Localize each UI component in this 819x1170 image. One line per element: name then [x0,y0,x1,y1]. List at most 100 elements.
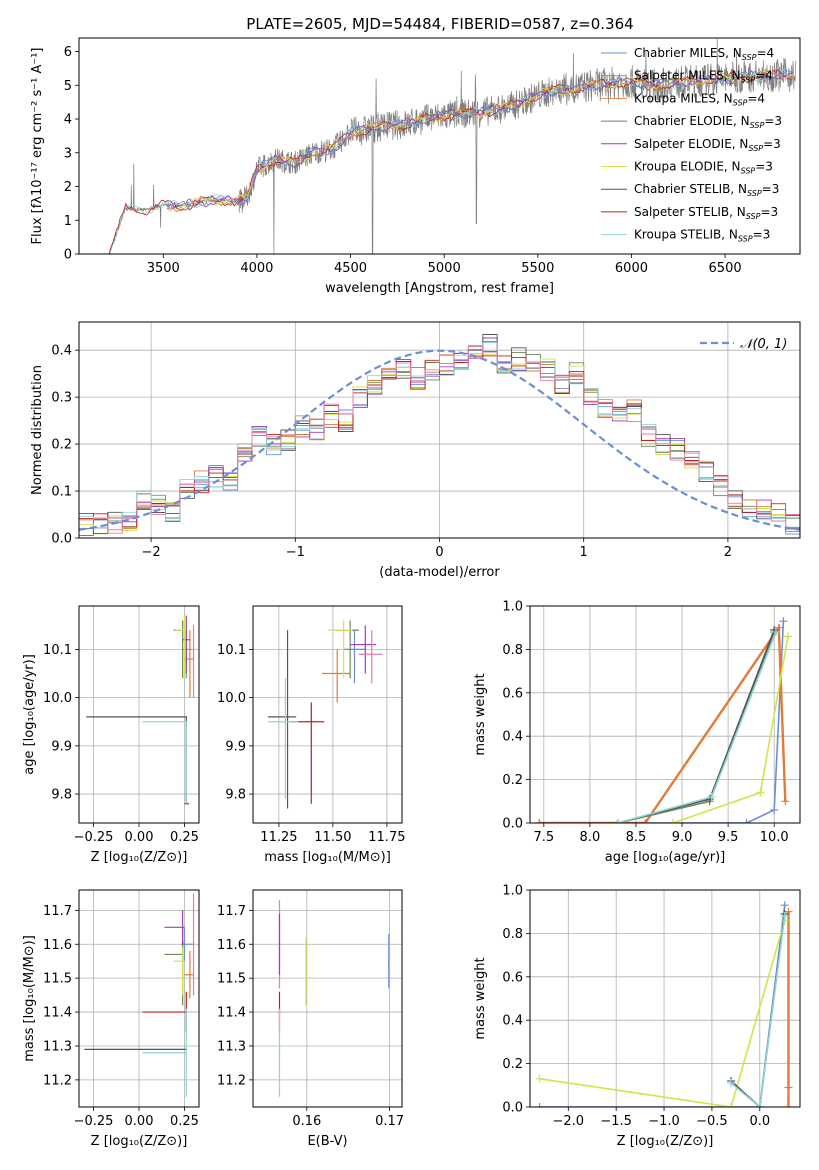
panel-age-vs-mass: 11.25 11.50 11.75 9.8 9.9 10.0 10.1 mass [log₁₀… [217,605,405,865]
x-tick-label: 0.0 [749,1114,770,1129]
legend-sub: SSP [738,235,753,244]
legend-main: Salpeter ELODIE, N [634,137,748,151]
data-point [187,802,189,805]
y-axis-label: mass weight [473,957,488,1039]
weight-marker [668,819,677,823]
weight-marker [774,623,783,632]
x-tick-label: −2.0 [553,1114,585,1129]
spectrum-lines [108,38,797,254]
x-tick-label: 11.75 [368,830,405,845]
y-tick-label: 0.2 [51,438,72,453]
weight-line [730,915,786,1107]
weight-line [539,624,787,823]
error-bars [268,620,383,809]
x-tick-label: 6000 [615,261,648,276]
weight-marker [780,912,789,921]
y-tick-label: 4 [64,113,72,128]
panel-age-vs-Z: −0.25 0.00 0.25 9.8 9.9 10.0 10.1 Z [log₁₀(Z/Z⊙… [22,605,200,865]
legend-main: Kroupa MILES, N [634,91,733,105]
panel-residual-distribution: −2 −1 0 1 2 0.0 0.1 0.2 0.3 0.4 (data-model)/error… [30,321,801,580]
x-tick-label: −1.5 [600,1114,632,1129]
legend-tail: =3 [760,205,778,219]
x-tick-label: 4000 [240,261,273,276]
x-tick-label: 6500 [709,261,742,276]
legend-main: Salpeter STELIB, N [634,205,746,219]
y-axis-label: mass weight [473,673,488,755]
legend-tail: =4 [756,46,774,60]
y-tick-label: 0.4 [502,730,523,745]
y-axis-label: Flux [fλ10⁻¹⁷ erg cm⁻² s⁻¹ A⁻¹] [30,48,45,245]
data-point [305,970,307,973]
y-tick-label: 10.0 [217,691,246,706]
weight-marker [613,819,622,823]
legend-tail: =3 [753,228,771,242]
weight-marker [784,1083,793,1092]
weight-marker [707,792,716,801]
legend-main: Chabrier MILES, N [634,46,742,60]
weight-marker [756,788,765,797]
normal-curve [79,349,800,531]
legend-sub: SSP [750,121,765,130]
legend-entry: Salpeter MILES, NSSP=4 [634,69,773,85]
x-tick-label: −1.0 [648,1114,680,1129]
data-point [192,648,195,651]
y-tick-label: 6 [64,45,72,60]
y-tick-label: 0.6 [502,686,523,701]
data-point [185,1051,188,1054]
weight-marker [784,632,793,641]
weight-marker [781,797,790,806]
y-tick-label: 0.1 [51,485,72,500]
x-tick-label: 0.25 [170,1114,199,1129]
axes-frame [252,605,403,824]
weight-marker [742,819,751,823]
x-tick-label: 5500 [521,261,554,276]
legend-entry: Kroupa STELIB, NSSP=3 [634,228,770,244]
y-tick-label: 0.4 [502,1014,523,1029]
x-axis-label: Z [log₁₀(Z/Z⊙)] [617,1134,714,1149]
y-tick-label: 11.5 [217,972,246,987]
legend-sub: SSP [747,189,762,198]
data-point [185,720,188,723]
x-tick-label: −0.25 [74,830,114,845]
data-point [189,973,191,976]
legend-tail: =3 [764,114,782,128]
y-tick-label: 0.0 [51,532,72,547]
legend-entry: Salpeter STELIB, NSSP=3 [634,205,778,221]
x-tick-label: 8.5 [626,830,647,845]
x-tick-label: 9.5 [718,830,739,845]
y-tick-label: 10.1 [217,643,246,658]
legend-tail: =3 [763,137,781,151]
data-point [364,643,367,646]
legend-entry: 𝒩(0, 1) [740,337,787,352]
weight-marker [535,819,544,823]
legend-entry: Kroupa MILES, NSSP=4 [634,91,765,107]
x-tick-label: 7.5 [533,830,554,845]
x-tick-label: 1 [580,545,588,560]
legend-sub: SSP [748,144,763,153]
x-tick-label: 5000 [428,261,461,276]
weight-marker [641,819,650,823]
y-tick-label: 1.0 [502,600,523,615]
data-point [278,1051,281,1054]
x-tick-label: 0.00 [125,1114,154,1129]
y-tick-label: 0.2 [502,1057,523,1072]
legend-entry: Salpeter ELODIE, NSSP=3 [634,137,781,153]
weight-marker [535,1074,544,1083]
y-tick-label: 11.4 [217,1006,246,1021]
weight-line [539,621,785,823]
x-tick-label: 11.25 [260,830,297,845]
y-tick-label: 1.0 [502,884,523,899]
x-axis-label: Z [log₁₀(Z/Z⊙)] [91,1134,188,1149]
axes-frame [78,321,801,539]
x-tick-label: −0.25 [74,1114,114,1129]
x-tick-label: −0.5 [696,1114,728,1129]
x-tick-label: 0.25 [170,830,199,845]
weight-line [617,631,777,823]
y-tick-label: 1 [64,214,72,229]
spectrum-legend: Chabrier MILES, N SSP =4 Salpeter MILES, NS… [601,46,782,244]
y-axis-label: mass [log₁₀(M/M⊙)] [22,935,37,1062]
data-point [183,943,186,946]
y-tick-label: 9.8 [225,788,246,803]
axes-frame [529,889,801,1108]
